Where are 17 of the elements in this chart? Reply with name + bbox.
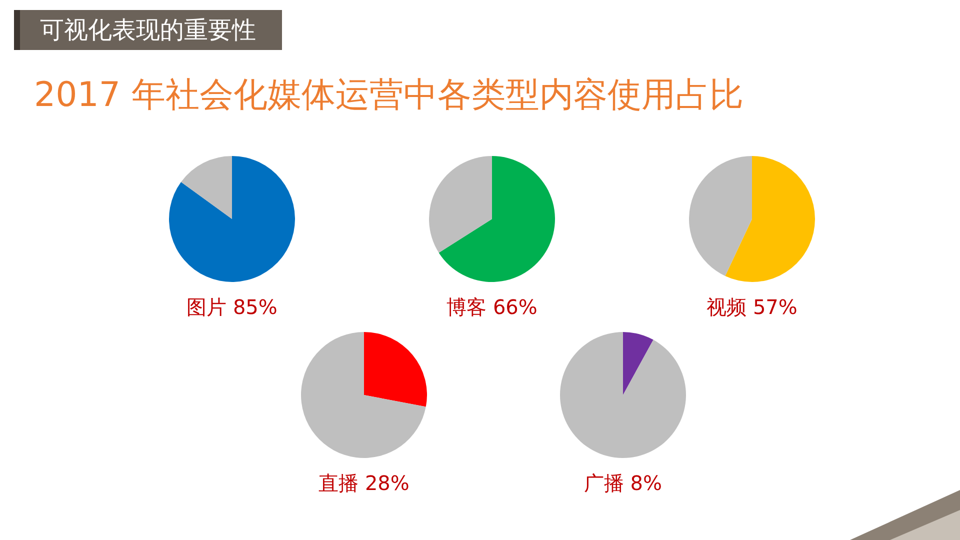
- text: 广播 8%: [584, 471, 662, 495]
- pie-slice: [438, 156, 555, 282]
- pie-slice: [725, 156, 815, 282]
- text: 直播 28%: [318, 471, 410, 495]
- text: 图片 85%: [186, 295, 278, 319]
- pie-slice: [623, 332, 654, 395]
- pie-slice: [560, 332, 686, 458]
- text: 博客 66%: [446, 295, 538, 319]
- pie-slice: [429, 156, 492, 253]
- pie-slice: [169, 156, 295, 282]
- pie-slice: [364, 332, 427, 407]
- pie-slice: [689, 156, 752, 276]
- pie-slice: [301, 332, 426, 458]
- text: 可视化表现的重要性: [14, 10, 282, 50]
- text: 2017 年社会化媒体运营中各类型内容使用占比: [34, 74, 744, 117]
- pie-slice: [181, 156, 232, 219]
- text: 视频 57%: [706, 295, 798, 319]
